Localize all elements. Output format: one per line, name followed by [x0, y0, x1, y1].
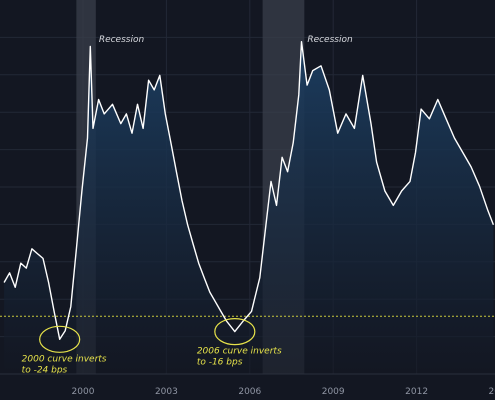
x-tick-label: 2009	[322, 387, 345, 397]
x-axis: 2000 2003 2006 2009 2012 2015	[0, 373, 495, 397]
x-tick-label: 2003	[155, 387, 178, 397]
annotation-line-2: to -16 bps	[197, 358, 243, 368]
recession-label: Recession	[307, 35, 353, 45]
annotation-line-1: 2006 curve inverts	[197, 347, 282, 357]
recession-label: Recession	[99, 35, 145, 45]
x-tick-label: 2006	[238, 387, 261, 397]
annotation-line-2: to -24 bps	[22, 365, 68, 375]
inversion-highlight	[39, 325, 81, 353]
series-line	[3, 41, 495, 340]
annotation-line-1: 2000 curve inverts	[22, 354, 107, 364]
inversion-highlight	[214, 318, 256, 346]
x-tick-label: 2012	[405, 387, 428, 397]
x-tick-label: 2000	[72, 387, 95, 397]
x-tick-label: 2015	[489, 387, 495, 397]
